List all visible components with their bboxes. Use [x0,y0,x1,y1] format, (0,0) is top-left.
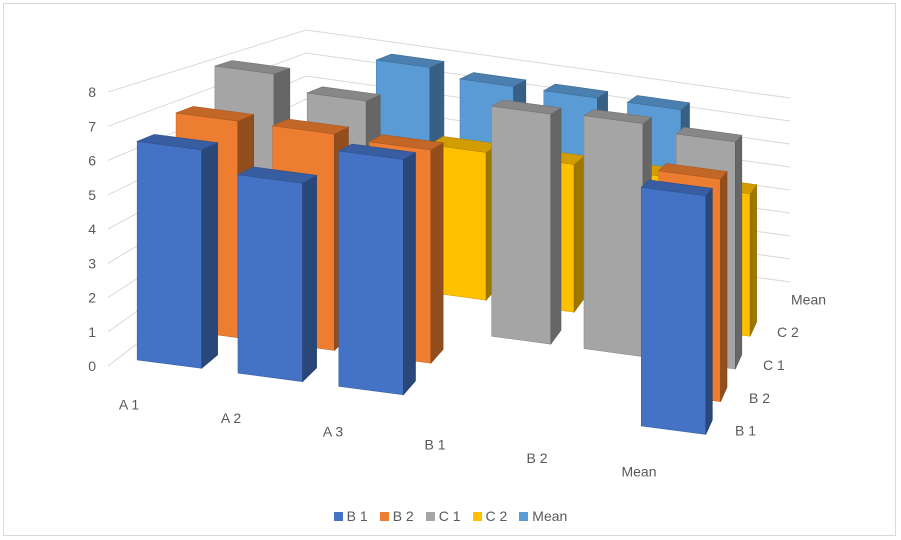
legend-item: C 2 [472,508,508,524]
x-tick-label: A 2 [221,410,241,426]
legend: B 1 B 2 C 1 C 2 Mean [0,508,901,524]
legend-swatch [425,511,435,521]
bars [136,53,758,435]
x-tick-label: B 1 [424,437,445,453]
legend-label: Mean [532,508,568,524]
depth-tick-label: B 1 [735,423,756,439]
y-tick-label: 3 [88,255,96,271]
axis-labels: 0 1 2 3 4 5 6 7 8 A 1 A 2 A 3 B 1 B 2 Mean B 1 B 2 C 1 C 2… [88,84,826,479]
y-tick-label: 7 [88,118,96,134]
bar [490,99,562,346]
y-tick-label: 1 [88,324,96,340]
legend-swatch [472,511,482,521]
bar [640,179,713,435]
legend-swatch [519,511,529,521]
y-tick-label: 2 [88,290,96,306]
legend-label: C 1 [438,508,461,524]
gridline [107,29,791,99]
bar [236,166,318,383]
bar [337,143,417,396]
y-tick-label: 4 [88,221,96,237]
gridline [107,52,791,127]
y-tick-label: 6 [88,153,96,169]
y-tick-label: 5 [88,187,96,203]
x-tick-label: B 2 [526,450,547,466]
legend-swatch [333,511,343,521]
x-tick-label: Mean [621,463,656,479]
depth-tick-label: B 2 [749,390,770,406]
legend-label: B 1 [346,508,368,524]
legend-item: B 2 [379,508,414,524]
legend-label: C 2 [485,508,508,524]
bar [136,134,219,369]
depth-tick-label: Mean [791,291,826,307]
depth-tick-label: C 1 [763,357,785,373]
legend-label: B 2 [392,508,414,524]
x-tick-label: A 3 [323,423,343,439]
x-tick-label: A 1 [119,397,139,413]
legend-item: B 1 [333,508,368,524]
legend-swatch [379,511,389,521]
y-tick-label: 0 [88,358,96,374]
y-tick-label: 8 [88,84,96,100]
legend-item: Mean [519,508,567,524]
depth-tick-label: C 2 [777,324,799,340]
legend-item: C 1 [425,508,461,524]
